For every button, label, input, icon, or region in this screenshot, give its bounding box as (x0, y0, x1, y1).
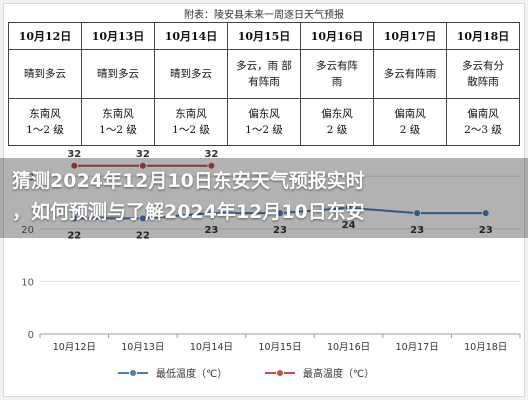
weather-cell-text: 多云有阵 (316, 60, 358, 72)
weather-cell: 多云有阵雨 (373, 49, 447, 99)
data-point (207, 209, 216, 218)
weather-cell: 多云有阵雨 (300, 49, 374, 99)
date-cell: 10月18日 (446, 22, 520, 50)
weather-cell-text: 晴到多云 (97, 68, 139, 80)
wind-cell-text: 1～2 级 (245, 124, 283, 136)
wind-cell-text: 2～3 级 (464, 124, 502, 136)
legend-marker (129, 369, 137, 377)
wind-cell: 偏南风 2～3 级 (446, 98, 520, 146)
data-point (70, 161, 79, 170)
wind-cell-text: 偏东风 (321, 108, 353, 120)
legend-label: 最低温度（℃） (156, 367, 227, 380)
wind-cell-text: 2 级 (399, 124, 421, 136)
date-cell-text: 10月18日 (456, 30, 510, 43)
date-cell-text: 10月13日 (91, 30, 145, 43)
weather-cell-text: 有阵雨 (248, 76, 280, 88)
y-tick-label: 10 (21, 277, 34, 288)
weather-cell-text: 雨 (331, 76, 343, 88)
date-cell: 10月17日 (373, 22, 447, 50)
x-tick-label: 10月12日 (53, 342, 96, 353)
document-title: 附表：陵安县未来一周逐日天气预报 (184, 10, 344, 21)
date-cell-text: 10月12日 (18, 30, 72, 43)
weather-cell-text: 多云有分 (462, 60, 504, 72)
wind-cell-text: 东南风 (175, 108, 207, 120)
wind-cell-text: 偏南风 (394, 108, 426, 120)
date-cell-text: 10月16日 (310, 30, 364, 43)
y-tick-label: 20 (21, 225, 34, 236)
wind-cell-text: 东南风 (102, 108, 134, 120)
wind-cell: 偏东风 1～2 级 (227, 98, 301, 146)
y-tick-label: 0 (28, 330, 34, 341)
data-label: 23 (204, 225, 218, 236)
x-tick-label: 10月13日 (121, 342, 164, 353)
legend-label: 最高温度（℃） (303, 367, 374, 380)
data-point (413, 209, 422, 218)
data-label: 23 (273, 225, 287, 236)
data-label: 24 (342, 220, 356, 231)
data-point (276, 209, 284, 218)
date-cell-text: 10月15日 (237, 30, 291, 43)
wind-cell: 东南风 1～2 级 (154, 98, 228, 146)
headline: 猜测2024年12月10日东安天气预报实时 ，如何预测与了解2024年12月10… (12, 166, 524, 228)
y-tick-label: 30 (21, 172, 34, 183)
weather-cell-text: 多云，雨 部 (236, 60, 292, 72)
wind-cell-text: 偏东风 (248, 108, 280, 120)
x-tick-label: 10月14日 (190, 342, 233, 353)
date-cell-text: 10月14日 (164, 30, 218, 43)
weather-cell-text: 晴到多云 (24, 68, 66, 80)
data-point (207, 161, 216, 170)
data-point (344, 203, 353, 212)
wind-cell-text: 2 级 (326, 124, 348, 136)
wind-cell-text: 1～2 级 (172, 124, 210, 136)
wind-cell-text: 东南风 (29, 108, 61, 120)
data-point (138, 214, 147, 223)
headline-line-2: ，如何预测与了解2024年12月10日东安 (12, 201, 365, 223)
date-cell-text: 10月17日 (383, 30, 437, 43)
x-tick-label: 10月15日 (258, 342, 301, 353)
data-point (481, 209, 490, 218)
data-label: 22 (67, 230, 81, 241)
headline-line-1: 猜测2024年12月10日东安天气预报实时 (12, 170, 365, 192)
legend-marker (276, 369, 284, 377)
wind-cell: 偏南风 2 级 (373, 98, 447, 146)
data-label: 22 (136, 230, 150, 241)
weather-cell-text: 晴到多云 (170, 68, 212, 80)
x-tick-label: 10月18日 (464, 342, 507, 353)
x-tick-label: 10月17日 (396, 342, 439, 353)
headline-overlay: 猜测2024年12月10日东安天气预报实时 ，如何预测与了解2024年12月10… (0, 158, 528, 238)
data-point (70, 214, 79, 223)
forecast-date-row: 10月12日 10月13日 10月14日 10月15日 10月16日 10月17日 10月1… (8, 22, 520, 50)
weather-cell: 多云，雨 部有阵雨 (227, 49, 301, 99)
wind-cell: 东南风 1～2 级 (8, 98, 82, 146)
forecast-table: 10月12日 10月13日 10月14日 10月15日 10月16日 10月17日 10月1… (8, 22, 520, 146)
data-label: 32 (136, 149, 150, 160)
weather-cell: 晴到多云 (81, 49, 155, 99)
forecast-wind-row: 东南风 1～2 级东南风 1～2 级东南风 1～2 级偏东风 1～2 级偏东风 2 级偏南… (8, 98, 520, 146)
wind-cell-text: 1～2 级 (99, 124, 137, 136)
wind-cell-text: 偏南风 (467, 108, 499, 120)
date-cell: 10月15日 (227, 22, 301, 50)
x-tick-label: 10月16日 (327, 342, 370, 353)
weather-cell-text: 多云有阵雨 (383, 68, 437, 80)
wind-cell-text: 1～2 级 (26, 124, 64, 136)
data-label: 32 (67, 149, 81, 160)
data-label: 23 (410, 225, 424, 236)
data-point (138, 161, 147, 170)
weather-cell-text: 散阵雨 (467, 76, 499, 88)
forecast-weather-row: 晴到多云 晴到多云 晴到多云 多云，雨 部有阵雨 多云有阵雨多云有阵雨 多云有分 散阵雨 (8, 49, 520, 99)
data-label: 23 (479, 225, 493, 236)
weather-cell: 多云有分 散阵雨 (446, 49, 520, 99)
data-label: 32 (204, 149, 218, 160)
